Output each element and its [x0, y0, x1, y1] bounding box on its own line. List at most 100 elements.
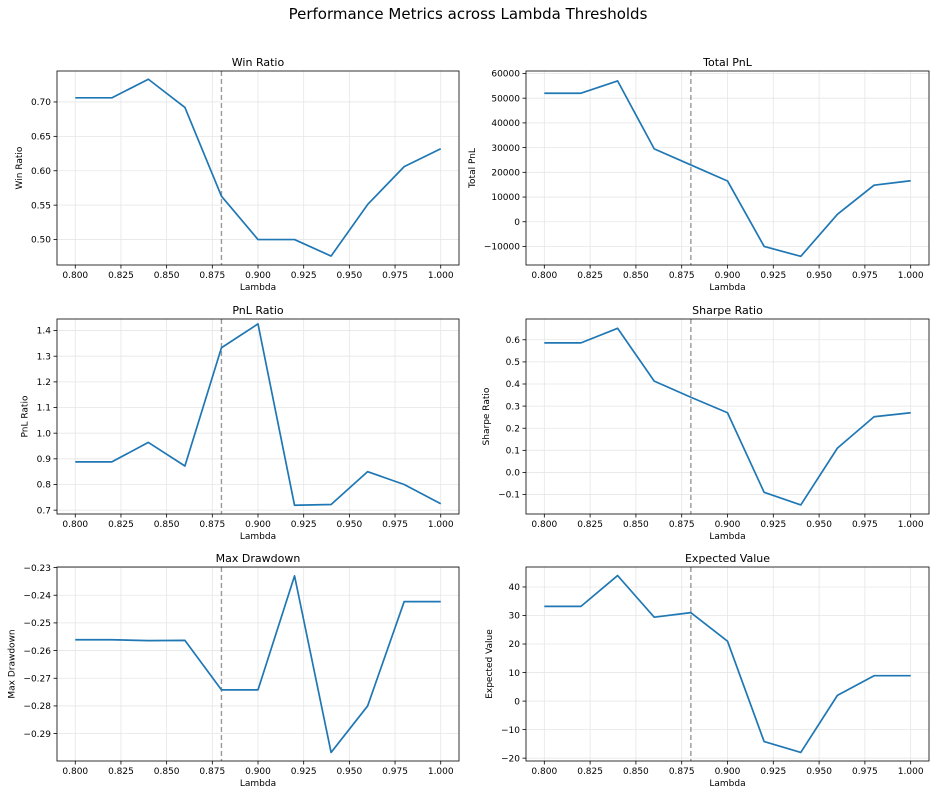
y-tick-label: 30: [509, 612, 521, 622]
y-axis-label: PnL Ratio: [21, 395, 31, 437]
x-tick-label: 0.975: [382, 520, 408, 530]
y-tick-label: 1.4: [37, 327, 52, 337]
x-tick-label: 0.800: [531, 767, 557, 777]
x-tick-label: 0.850: [154, 767, 180, 777]
x-tick-label: 0.925: [291, 271, 317, 281]
x-tick-label: 0.825: [108, 271, 134, 281]
y-tick-label: −0.28: [23, 702, 51, 712]
x-axis-label: Lambda: [709, 779, 745, 789]
y-tick-label: 40: [509, 583, 521, 593]
y-tick-label: −0.27: [23, 674, 51, 684]
subplot-1: 0.800 0.825 0.850 0.875 0.900 0.925 0.950 0.975…: [15, 56, 460, 293]
y-tick-label: 10: [509, 669, 521, 679]
y-tick-label: 20: [509, 640, 521, 650]
x-tick-label: 0.950: [336, 271, 362, 281]
subplot-6: 0.800 0.825 0.850 0.875 0.900 0.925 0.950 0.975…: [485, 552, 930, 789]
x-tick-label: 0.875: [669, 520, 695, 530]
y-tick-label: 0.4: [506, 380, 521, 390]
x-tick-label: 1.000: [428, 271, 454, 281]
x-axis-label: Lambda: [709, 532, 745, 542]
y-tick-label: 20000: [491, 169, 520, 179]
x-tick-label: 0.925: [291, 520, 317, 530]
x-tick-label: 0.850: [623, 767, 649, 777]
x-tick-label: 0.950: [336, 520, 362, 530]
y-tick-label: −0.29: [23, 730, 51, 740]
y-tick-label: −0.23: [23, 564, 51, 574]
x-tick-label: 0.950: [806, 520, 832, 530]
x-tick-label: 0.825: [577, 271, 603, 281]
y-tick-label: 0.65: [31, 133, 51, 143]
subplot-5: 0.800 0.825 0.850 0.875 0.900 0.925 0.950 0.975…: [7, 552, 460, 789]
y-tick-label: −10000: [484, 243, 520, 253]
y-tick-label: 0.7: [37, 506, 51, 516]
x-tick-label: 0.950: [806, 767, 832, 777]
y-tick-label: 30000: [491, 144, 520, 154]
x-tick-label: 0.850: [154, 271, 180, 281]
series-line: [544, 80, 911, 258]
y-tick-label: 1.2: [37, 378, 51, 388]
x-axis-label: Lambda: [709, 283, 745, 293]
y-tick-label: 60000: [491, 70, 520, 80]
subplot-2: 0.800 0.825 0.850 0.875 0.900 0.925 0.950 0.975…: [468, 56, 930, 293]
x-tick-label: 0.850: [623, 271, 649, 281]
series-line: [544, 574, 911, 754]
subplot-title: Sharpe Ratio: [692, 304, 763, 317]
y-tick-label: −0.25: [23, 619, 51, 629]
x-tick-label: 0.975: [382, 271, 408, 281]
subplot-4: 0.800 0.825 0.850 0.875 0.900 0.925 0.950 0.975…: [482, 304, 930, 542]
x-tick-label: 0.900: [245, 767, 271, 777]
y-tick-label: 1.1: [37, 404, 51, 414]
y-tick-label: −10: [501, 726, 520, 736]
x-tick-label: 0.800: [531, 271, 557, 281]
y-tick-label: 0.5: [506, 358, 520, 368]
y-axis-label: Sharpe Ratio: [482, 387, 492, 445]
y-tick-label: 0: [514, 697, 520, 707]
y-axis-label: Win Ratio: [15, 146, 25, 189]
y-tick-label: 0.9: [37, 455, 52, 465]
y-tick-label: 0.55: [31, 201, 51, 211]
subplot-title: Max Drawdown: [216, 552, 301, 565]
x-tick-label: 0.825: [108, 767, 134, 777]
y-tick-label: 0.50: [31, 236, 51, 246]
x-tick-label: 0.850: [623, 520, 649, 530]
x-tick-label: 0.925: [760, 767, 786, 777]
y-tick-label: 0: [514, 218, 520, 228]
x-tick-label: 0.925: [291, 767, 317, 777]
y-tick-label: 0.70: [31, 98, 51, 108]
figure-title: Performance Metrics across Lambda Thresh…: [289, 5, 648, 23]
y-tick-label: 0.6: [506, 336, 521, 346]
y-tick-label: 40000: [491, 119, 520, 129]
y-tick-label: −0.26: [23, 647, 51, 657]
y-tick-label: 0.3: [506, 402, 520, 412]
series-line: [75, 575, 441, 754]
y-tick-label: 0.8: [37, 481, 52, 491]
x-tick-label: 0.875: [669, 767, 695, 777]
x-tick-label: 0.975: [852, 271, 878, 281]
series-line: [544, 327, 911, 506]
x-tick-label: 0.950: [806, 271, 832, 281]
x-tick-label: 0.875: [199, 767, 225, 777]
x-tick-label: 0.800: [531, 520, 557, 530]
x-axis-label: Lambda: [240, 283, 276, 293]
series-line: [75, 323, 442, 507]
x-tick-label: 0.825: [577, 520, 603, 530]
x-tick-label: 0.975: [852, 767, 878, 777]
subplot-title: Win Ratio: [232, 56, 285, 69]
y-tick-label: 0.0: [506, 469, 521, 479]
x-axis-label: Lambda: [240, 532, 276, 542]
x-tick-label: 0.825: [108, 520, 134, 530]
x-tick-label: 0.900: [715, 271, 741, 281]
x-tick-label: 0.900: [715, 520, 741, 530]
x-tick-label: 0.900: [245, 271, 271, 281]
x-tick-label: 1.000: [428, 767, 454, 777]
y-tick-label: 1.0: [37, 429, 52, 439]
y-axis-label: Max Drawdown: [7, 629, 17, 698]
x-tick-label: 0.875: [199, 520, 225, 530]
x-tick-label: 1.000: [898, 767, 924, 777]
x-tick-label: 1.000: [898, 271, 924, 281]
x-tick-label: 0.925: [760, 520, 786, 530]
subplots-grid: 0.800 0.825 0.850 0.875 0.900 0.925 0.950 0.975…: [7, 56, 930, 789]
x-tick-label: 0.925: [760, 271, 786, 281]
x-tick-label: 0.875: [669, 271, 695, 281]
